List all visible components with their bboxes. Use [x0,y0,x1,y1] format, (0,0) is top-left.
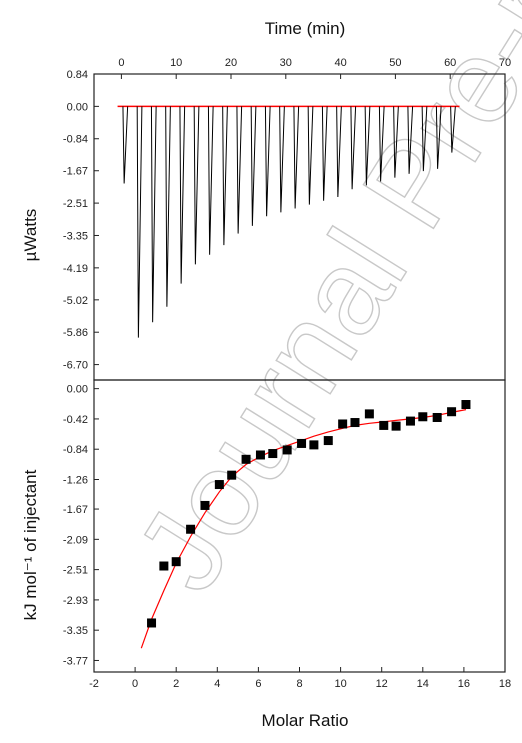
injection-peak [364,106,371,186]
bottom-y-tick-label: -0.42 [63,414,88,426]
bottom-y-tick-label: 0.00 [67,384,88,396]
data-point [186,524,196,534]
top-x-tick-label: 50 [389,57,401,69]
injection-peak [350,106,357,190]
bottom-x-tick-label: 2 [173,678,179,690]
bottom-x-tick-label: 18 [499,678,511,690]
data-point [282,445,292,455]
data-point [461,400,471,410]
injection-peak [236,106,243,234]
injection-peak [321,106,328,201]
injection-peak [378,106,385,182]
data-point [418,412,428,422]
bottom-y-tick-label: -1.26 [63,474,88,486]
bottom-x-tick-label: 8 [296,678,302,690]
data-point [379,420,389,430]
data-point [323,436,333,446]
data-point [227,470,237,480]
data-point [391,421,401,431]
top-x-tick-label: 30 [280,57,292,69]
data-point [432,412,442,422]
bottom-x-tick-label: -2 [89,678,99,690]
bottom-y-axis-title: kJ mol⁻¹ of injectant [21,469,40,620]
top-x-tick-label: 0 [118,57,124,69]
injection-peak [450,106,456,153]
top-x-tick-label: 60 [444,57,456,69]
top-panel-marks: 0 10 20 30 40 50 60 70 0.84 0.00 -0.84 -1.67 -2.51 -3… [63,57,511,372]
data-point [241,454,251,464]
bottom-x-tick-label: 6 [255,678,261,690]
top-y-tick-label: -5.02 [63,295,88,307]
data-point [447,407,457,417]
data-point [255,450,265,460]
injection-peak [336,106,342,197]
bottom-y-tick-label: -3.77 [63,655,88,667]
injection-peak [250,106,257,226]
top-y-tick-label: -0.84 [63,134,88,146]
injection-peak [293,106,300,209]
injection-peak [136,106,143,338]
injection-peak [150,106,157,323]
injection-peak [307,106,314,205]
bottom-y-tick-label: -0.84 [63,444,88,456]
data-point [147,618,157,628]
injection-peak [435,106,442,169]
top-x-tick-label: 40 [334,57,346,69]
bottom-x-tick-label: 10 [334,678,346,690]
top-y-tick-label: -1.67 [63,166,88,178]
injection-peak [179,106,186,284]
top-y-tick-label: -4.19 [63,263,88,275]
injection-peak [193,106,200,265]
data-point [200,500,210,510]
top-y-tick-label: -3.35 [63,230,88,242]
bottom-panel-marks: -2 0 2 4 6 8 10 12 14 16 18 0.00 -0.42 -0.84 -1.26 -1.6… [63,384,511,690]
bottom-x-axis-title: Molar Ratio [262,711,349,730]
data-point [405,416,415,426]
bottom-x-tick-label: 16 [458,678,470,690]
injection-peak [279,106,285,213]
watermark: Journal Pre-proof [110,0,522,613]
top-y-tick-label: -6.70 [63,360,88,372]
injection-peak [165,106,171,307]
injection-peak [207,106,214,255]
top-x-tick-label: 70 [499,57,511,69]
top-y-tick-label: -5.86 [63,327,88,339]
data-point [171,557,181,567]
data-point [338,419,348,429]
injection-peak [122,106,129,184]
bottom-x-tick-label: 4 [214,678,220,690]
bottom-y-tick-label: -3.35 [63,625,88,637]
data-point [364,409,374,419]
top-y-tick-label: 0.00 [67,101,88,113]
data-point [268,449,278,459]
top-y-axis-title: µWatts [21,209,40,262]
data-point [297,438,307,448]
bottom-y-tick-label: -2.09 [63,534,88,546]
injection-peak [264,106,271,217]
top-y-tick-label: -2.51 [63,198,88,210]
injection-peak [407,106,414,174]
data-point [159,561,169,571]
injection-peak [421,106,428,172]
top-x-tick-label: 20 [225,57,237,69]
data-point [350,418,360,428]
injection-peak [222,106,228,246]
bottom-y-tick-label: -2.93 [63,595,88,607]
bottom-x-tick-label: 12 [376,678,388,690]
top-x-axis-title: Time (min) [265,19,346,38]
bottom-y-tick-label: -1.67 [63,504,88,516]
bottom-x-tick-label: 0 [132,678,138,690]
bottom-y-tick-label: -2.51 [63,565,88,577]
data-point [214,480,224,490]
bottom-x-tick-label: 14 [417,678,429,690]
data-point [309,440,319,450]
top-y-tick-label: 0.84 [67,69,88,81]
injection-peak [393,106,399,178]
top-x-tick-label: 10 [170,57,182,69]
